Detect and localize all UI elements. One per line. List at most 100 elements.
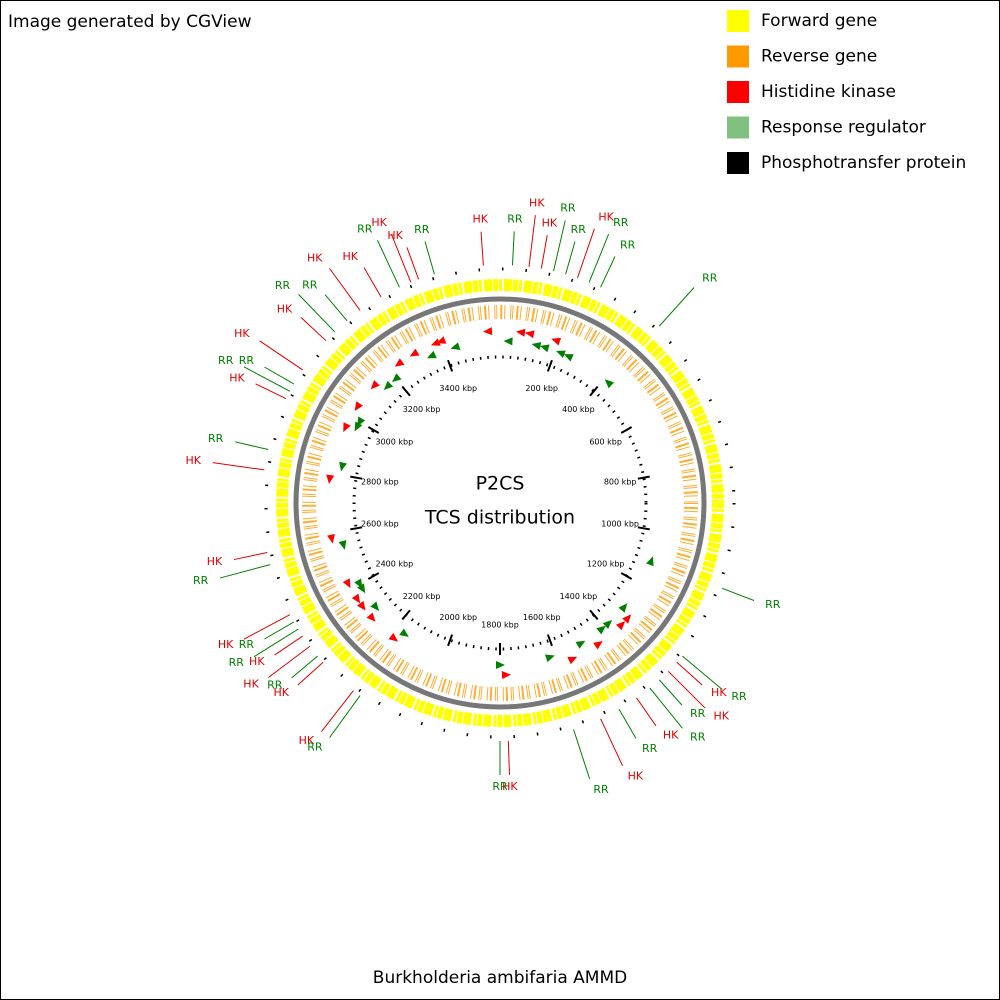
feature-leader (565, 241, 576, 275)
feature-marker (515, 328, 526, 337)
feature-marker (567, 656, 578, 665)
feature-label: HK (299, 734, 315, 747)
feature-label: RR (492, 780, 508, 793)
feature-marker (483, 327, 493, 336)
feature-label: HK (207, 555, 223, 568)
ruler-label: 2800 kbp (361, 477, 399, 486)
feature-label: HK (628, 770, 644, 783)
feature-leader (268, 645, 311, 678)
ruler-label: 1200 kbp (587, 560, 625, 569)
feature-label: RR (690, 731, 706, 744)
ruler-tick (401, 609, 411, 621)
feature-leader (298, 294, 336, 333)
forward-track (276, 279, 724, 727)
feature-label: RR (208, 432, 224, 445)
feature-leader (363, 267, 382, 298)
feature-label: RR (765, 598, 781, 611)
feature-leader (722, 587, 755, 601)
feature-label: RR (507, 212, 523, 225)
feature-leader (321, 690, 354, 732)
feature-leader (507, 740, 510, 775)
feature-leader (297, 661, 324, 686)
feature-label: HK (229, 372, 245, 385)
feature-marker (339, 461, 347, 472)
feature-leader (264, 621, 295, 640)
feature-label: HK (234, 327, 250, 340)
ruler-tick (350, 526, 363, 531)
feature-label: HK (218, 638, 234, 651)
feature-marker (436, 336, 447, 344)
feature-leader (329, 695, 361, 738)
ruler-tick (350, 475, 363, 480)
feature-leader (618, 708, 637, 739)
feature-marker (563, 354, 574, 362)
feature-marker (388, 632, 399, 642)
feature-leader (553, 220, 566, 272)
feature-label: RR (560, 202, 576, 215)
feature-leader (588, 233, 610, 283)
ruler-label: 200 kbp (525, 384, 558, 393)
ruler-tick (546, 634, 553, 647)
legend-swatch (727, 10, 749, 32)
ruler-tick (589, 385, 599, 397)
feature-leader (528, 215, 536, 267)
feature-marker (357, 416, 366, 427)
feature-label: HK (371, 216, 387, 229)
feature-leader (390, 233, 412, 283)
feature-label: RR (414, 223, 430, 236)
feature-leader (540, 235, 548, 269)
feature-marker (354, 578, 363, 589)
feature-label: RR (239, 638, 255, 651)
feature-label: HK (307, 252, 323, 265)
feature-marker (593, 641, 603, 650)
feature-leader (649, 687, 683, 729)
feature-marker (450, 342, 461, 351)
feature-marker (392, 373, 402, 383)
ruler-tick (447, 634, 454, 647)
feature-marker (409, 348, 420, 357)
feature-leader (577, 228, 595, 279)
feature-leader (600, 718, 624, 767)
feature-marker (399, 628, 409, 637)
feature-label: RR (642, 742, 658, 755)
feature-marker (545, 654, 555, 663)
legend-label: Histidine kinase (761, 82, 896, 102)
legend-swatch (727, 152, 749, 174)
feature-label: HK (277, 302, 293, 315)
feature-marker (501, 671, 511, 680)
feature-leader (600, 256, 616, 288)
ruler-tick (637, 526, 650, 531)
feature-label: HK (502, 780, 518, 793)
feature-leader (573, 729, 591, 779)
ruler (352, 355, 648, 651)
ruler-label: 2000 kbp (439, 613, 477, 622)
feature-label: HK (249, 655, 265, 668)
feature-label: RR (731, 690, 747, 703)
ruler-label: 600 kbp (589, 438, 622, 447)
ruler-label: 2600 kbp (361, 520, 399, 529)
ruler-label: 2200 kbp (403, 592, 441, 601)
feature-leader (681, 655, 723, 690)
feature-leader (324, 294, 348, 322)
feature-marker (430, 338, 441, 346)
feature-leader (212, 462, 265, 471)
feature-label: HK (542, 216, 558, 229)
feature-leader (274, 635, 303, 656)
ruler-label: 1800 kbp (481, 621, 519, 630)
footer: Burkholderia ambifaria AMMD (373, 968, 627, 988)
feature-marker (357, 600, 366, 611)
legend-label: Reverse gene (761, 47, 877, 67)
feature-leader (667, 670, 706, 709)
feature-label: RR (702, 272, 718, 285)
feature-leader (233, 551, 268, 561)
feature-marker (556, 350, 566, 359)
feature-label: HK (273, 686, 289, 699)
feature-label: RR (229, 656, 245, 669)
feature-marker (366, 612, 376, 622)
feature-leader (636, 697, 657, 727)
ruler-tick (620, 426, 633, 434)
feature-leader (253, 628, 299, 658)
feature-label: HK (472, 213, 488, 226)
